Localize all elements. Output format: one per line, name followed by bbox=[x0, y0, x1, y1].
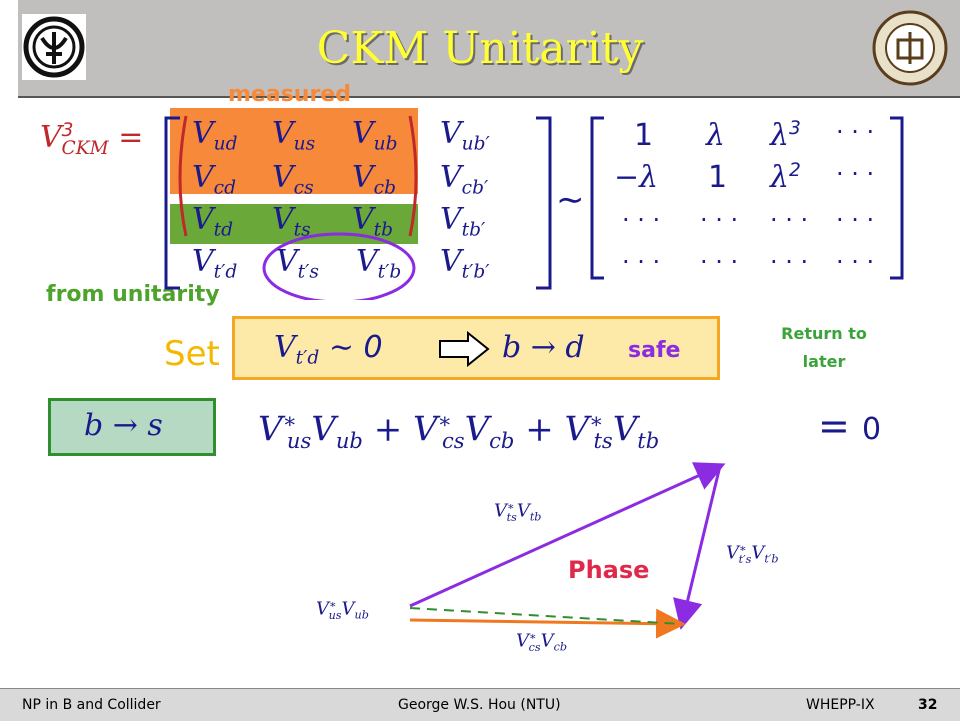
b-to-d-expr: b → d bbox=[502, 330, 585, 365]
matrix-cell: Vcs bbox=[272, 160, 314, 199]
matrix-brackets bbox=[164, 115, 904, 300]
rhs-cell: λ2 bbox=[770, 160, 801, 196]
rhs-cell: 1 bbox=[708, 160, 728, 195]
b-to-s-box bbox=[48, 398, 216, 456]
rhs-cell: · · · bbox=[700, 206, 739, 234]
matrix-cell: Vtd bbox=[192, 202, 234, 241]
matrix-cell: Vt′b′ bbox=[440, 244, 490, 283]
unitarity-relation: V∗usVub + V∗csVcb + V∗tsVtb bbox=[258, 408, 660, 454]
rhs-cell: · · · bbox=[836, 160, 875, 188]
hollow-right-arrow-icon bbox=[439, 331, 490, 367]
zero-value: 0 bbox=[862, 412, 882, 447]
vtd-zero-expr: Vt′d ∼ 0 bbox=[274, 330, 383, 369]
rhs-cell: · · · bbox=[770, 248, 809, 276]
vus-vub-label: V∗usVub bbox=[316, 598, 369, 622]
rhs-cell: λ3 bbox=[770, 118, 801, 154]
measured-band bbox=[170, 108, 418, 194]
lhs-vckm: V3CKM = bbox=[40, 120, 144, 159]
title-bar bbox=[18, 0, 960, 98]
return-note-line2: later bbox=[802, 352, 846, 371]
phase-label: Phase bbox=[568, 556, 650, 584]
matrix-cell: Vcb′ bbox=[440, 160, 489, 199]
rhs-cell: −λ bbox=[614, 160, 659, 195]
rhs-cell: · · · bbox=[622, 248, 661, 276]
matrix-cell: Vub′ bbox=[440, 116, 490, 155]
matrix-cell: Vtb bbox=[352, 202, 394, 241]
rhs-cell: λ bbox=[706, 118, 726, 153]
matrix-cell: Vcb bbox=[352, 160, 396, 199]
rhs-cell: · · · bbox=[770, 206, 809, 234]
footer-right: WHEPP-IX bbox=[806, 697, 875, 713]
safe-label: safe bbox=[628, 338, 681, 363]
matrix-cell: Vus bbox=[272, 116, 316, 155]
vcs-vcb-label: V∗csVcb bbox=[516, 630, 567, 654]
rhs-cell: · · · bbox=[836, 248, 875, 276]
matrix-cell: Vts bbox=[272, 202, 311, 241]
matrix-cell: Vt′s bbox=[276, 244, 319, 283]
matrix-cell: Vud bbox=[192, 116, 238, 155]
vtps-vtpb-label: V∗t′sVt′b bbox=[726, 542, 779, 566]
vcs-vcb-side bbox=[409, 608, 686, 639]
vts-vtb-side bbox=[409, 462, 726, 608]
unitarity-label: from unitarity bbox=[46, 282, 220, 307]
measured-label: measured bbox=[228, 82, 351, 107]
rhs-cell: · · · bbox=[622, 206, 661, 234]
b-to-s-expr: b → s bbox=[84, 408, 163, 443]
set-word: Set bbox=[164, 334, 220, 374]
rhs-cell: · · · bbox=[700, 248, 739, 276]
matrix-cell: Vtb′ bbox=[440, 202, 486, 241]
footer-center: George W.S. Hou (NTU) bbox=[398, 697, 561, 713]
vts-vtb-label: V∗tsVtb bbox=[494, 500, 542, 524]
right-logo bbox=[872, 10, 948, 86]
footer-bar: NP in B and Collider George W.S. Hou (NT… bbox=[0, 688, 960, 721]
rhs-cell: · · · bbox=[836, 118, 875, 146]
footer-left: NP in B and Collider bbox=[22, 697, 161, 713]
matrix-cell: Vt′d bbox=[192, 244, 238, 283]
slide-title: CKM Unitarity bbox=[316, 22, 644, 74]
equals-sign: = bbox=[818, 404, 850, 448]
approx-symbol: ∼ bbox=[556, 180, 585, 220]
university-seal-right-icon bbox=[872, 10, 948, 86]
vtps-vtpb-side bbox=[673, 465, 722, 630]
rhs-cell: 1 bbox=[634, 118, 654, 153]
matrix-cell: Vub bbox=[352, 116, 398, 155]
rhs-cell: · · · bbox=[836, 206, 875, 234]
matrix-cell: Vt′b bbox=[356, 244, 402, 283]
phase-dashed-side bbox=[409, 607, 683, 625]
page-number: 32 bbox=[918, 697, 938, 713]
matrix-cell: Vcd bbox=[192, 160, 236, 199]
left-logo bbox=[22, 14, 86, 80]
return-note-line1: Return to bbox=[781, 324, 867, 343]
university-emblem-left-icon bbox=[22, 14, 86, 80]
